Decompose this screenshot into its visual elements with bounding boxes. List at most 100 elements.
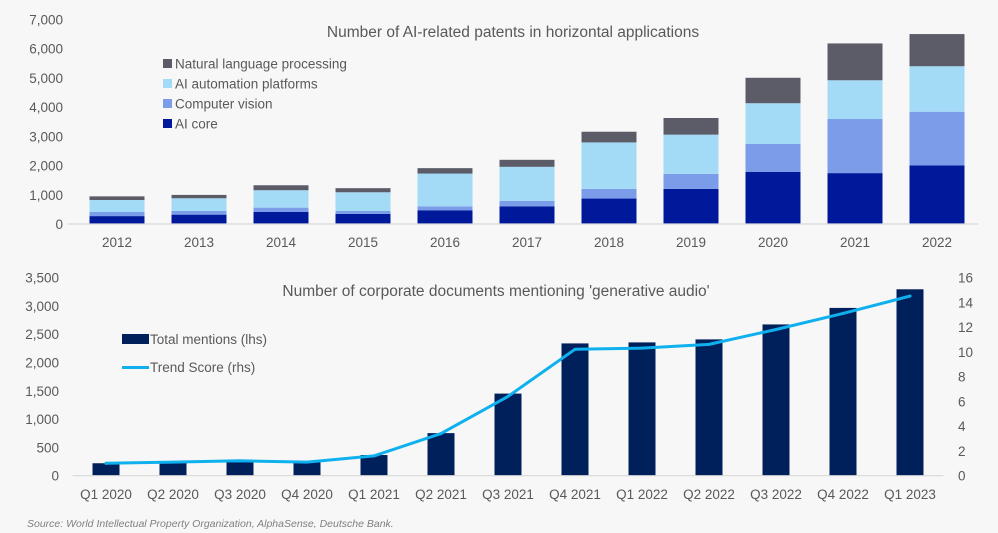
trend-score-point (640, 346, 644, 350)
trend-score-point (707, 342, 711, 346)
bar-ai-automation-platforms (253, 190, 309, 208)
bar-total-mentions (695, 339, 723, 476)
bar-computer-vision (253, 207, 309, 213)
bar-ai-automation-platforms (745, 103, 801, 145)
right-y-tick-label: 6 (958, 394, 966, 409)
legend-swatch (163, 79, 172, 88)
x-tick-label: 2018 (594, 235, 624, 250)
bar-stack-2017 (499, 159, 555, 224)
bar-ai-core (89, 216, 145, 224)
x-tick-label: 2021 (840, 235, 870, 250)
bar-ai-core (827, 173, 883, 224)
bar-computer-vision (581, 188, 637, 199)
bar-ai-automation-platforms (89, 200, 145, 213)
legend-label: Natural language processing (175, 57, 347, 72)
y-tick-label: 3,000 (29, 129, 63, 144)
right-y-tick-label: 8 (958, 370, 966, 385)
x-tick-label: 2012 (102, 235, 132, 250)
y-tick-label: 6,000 (29, 42, 63, 57)
x-tick-label: 2013 (184, 235, 214, 250)
mentions-left-y-axis: 0 500 1,000 1,500 2,000 2,500 3,000 3,500 (25, 271, 59, 484)
x-tick-label: Q1 2022 (616, 487, 668, 502)
bar-ai-automation-platforms (663, 134, 719, 174)
legend-item-ai-automation-platforms: AI automation platforms (163, 77, 318, 92)
bar-ai-core (745, 171, 801, 224)
legend-item-natural-language-processing: Natural language processing (163, 57, 347, 72)
bar-stack-2014 (253, 185, 309, 224)
bar-total-mentions (226, 462, 254, 476)
trend-score-point (573, 347, 577, 351)
left-y-tick-label: 2,000 (25, 355, 59, 370)
left-y-tick-label: 500 (36, 440, 59, 455)
x-tick-label: Q3 2022 (750, 487, 802, 502)
x-tick-label: Q2 2022 (683, 487, 735, 502)
bar-stack-2022 (909, 34, 965, 224)
bar-ai-core (581, 198, 637, 224)
y-tick-label: 0 (55, 217, 63, 232)
x-tick-label: Q4 2020 (281, 487, 333, 502)
y-tick-label: 7,000 (29, 12, 63, 27)
x-tick-label: Q2 2021 (415, 487, 467, 502)
bar-total-mentions (762, 324, 790, 476)
bar-stack-2016 (417, 168, 473, 224)
x-tick-label: 2020 (758, 235, 788, 250)
bar-stack-2021 (827, 43, 883, 224)
bar-natural-language-processing (335, 188, 391, 193)
bar-total-mentions (159, 462, 187, 476)
bar-computer-vision (417, 206, 473, 211)
trend-right-y-axis: 0 2 4 6 8 10 12 14 16 (958, 271, 974, 484)
bar-ai-core (909, 165, 965, 224)
legend-label: Trend Score (rhs) (150, 360, 255, 375)
trend-score-point (841, 311, 845, 315)
legend-label: Computer vision (175, 97, 273, 112)
y-tick-label: 5,000 (29, 71, 63, 86)
legend-item-total-mentions: Total mentions (lhs) (122, 332, 267, 347)
y-tick-label: 4,000 (29, 100, 63, 115)
trend-score-point (171, 460, 175, 464)
y-tick-label: 1,000 (29, 188, 63, 203)
left-y-tick-label: 0 (51, 469, 59, 484)
bar-computer-vision (745, 144, 801, 172)
bar-natural-language-processing (89, 196, 145, 201)
patents-x-axis: 2012 2013 2014 2015 2016 2017 2018 2019 2020 2021… (102, 235, 952, 250)
patents-y-axis: 0 1,000 2,000 3,000 4,000 5,000 6,000 7,000 (29, 12, 63, 232)
bar-ai-automation-platforms (827, 80, 883, 120)
bar-ai-automation-platforms (909, 66, 965, 112)
x-tick-label: Q3 2021 (482, 487, 534, 502)
bar-computer-vision (171, 210, 227, 215)
legend-item-trend-score: Trend Score (rhs) (122, 360, 255, 375)
bar-total-mentions (427, 433, 455, 476)
trend-score-point (439, 432, 443, 436)
bar-natural-language-processing (827, 43, 883, 81)
bar-ai-core (335, 213, 391, 224)
left-y-tick-label: 2,500 (25, 327, 59, 342)
trend-score-point (238, 459, 242, 463)
legend-swatch (163, 59, 172, 68)
trend-score-point (506, 394, 510, 398)
bar-ai-core (417, 210, 473, 224)
bar-total-mentions (293, 462, 321, 476)
trend-score-points (104, 294, 912, 465)
bar-total-mentions (360, 455, 388, 476)
bar-natural-language-processing (499, 159, 555, 167)
bar-natural-language-processing (663, 117, 719, 135)
left-y-tick-label: 1,000 (25, 412, 59, 427)
bar-total-mentions (561, 343, 589, 476)
bar-ai-automation-platforms (335, 192, 391, 211)
bar-stack-2015 (335, 188, 391, 224)
bar-natural-language-processing (745, 77, 801, 104)
trend-score-point (104, 461, 108, 465)
legend-item-computer-vision: Computer vision (163, 97, 273, 112)
right-y-tick-label: 4 (958, 419, 966, 434)
right-y-tick-label: 0 (958, 469, 966, 484)
generative-audio-chart: Number of corporate documents mentioning… (25, 271, 973, 503)
bar-natural-language-processing (417, 168, 473, 174)
x-tick-label: 2014 (266, 235, 297, 250)
right-y-tick-label: 12 (958, 320, 973, 335)
patents-bars (89, 34, 965, 224)
bar-ai-core (171, 214, 227, 224)
bar-computer-vision (909, 111, 965, 166)
bar-natural-language-processing (581, 131, 637, 143)
trend-score-point (372, 454, 376, 458)
